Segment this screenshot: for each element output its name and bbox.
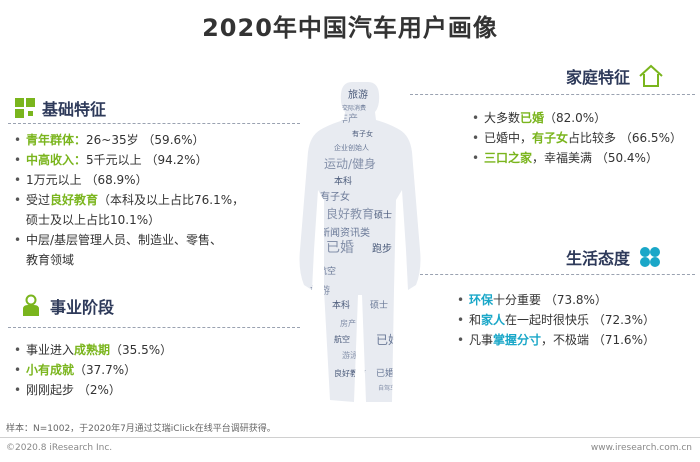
family-divider <box>410 94 695 95</box>
item-text: 5千元以上 （94.2%） <box>86 153 208 167</box>
house-icon <box>639 64 663 87</box>
copyright: ©2020.8 iResearch Inc. <box>6 443 113 453</box>
career-section-header: 事业阶段 <box>20 294 114 318</box>
wordcloud-word: 硕士 <box>370 299 388 311</box>
item-text: 十分重要 （73.8%） <box>493 293 607 307</box>
basic-item: 硕士及以上占比10.1%） <box>12 210 292 230</box>
family-section-header: 家庭特征 <box>566 64 664 88</box>
item-text: 教育领域 <box>26 253 75 267</box>
item-highlight: 环保 <box>469 293 494 307</box>
wordcloud-word: 企业创始人 <box>334 143 369 152</box>
career-item: 刚刚起步 （2%） <box>12 380 292 400</box>
item-highlight: 家人 <box>481 313 506 327</box>
wordcloud-word: 有子女 <box>320 190 350 203</box>
item-text: 中层/基层管理人员、制造业、零售、 <box>26 233 223 247</box>
item-highlight: 小有成就 <box>26 363 75 377</box>
item-highlight: 掌握分寸 <box>493 333 542 347</box>
item-highlight: 青年群体： <box>26 133 87 147</box>
wordcloud-word: 已婚 <box>376 367 394 379</box>
wordcloud-word: 旅游 <box>310 284 330 297</box>
family-item: 大多数已婚（82.0%） <box>470 108 698 128</box>
wordcloud-word: 有子女 <box>352 129 373 138</box>
family-item: 已婚中，有子女占比较多 （66.5%） <box>470 128 698 148</box>
basic-item: 中高收入：5千元以上 （94.2%） <box>12 150 292 170</box>
basic-item: 教育领域 <box>12 250 292 270</box>
career-divider <box>8 327 300 328</box>
item-highlight: 已婚 <box>520 111 545 125</box>
item-text: （82.0%） <box>544 111 607 125</box>
item-prefix: 凡事 <box>469 333 494 347</box>
basic-divider <box>8 123 300 124</box>
wordcloud-word: 运动/健身 <box>324 156 376 171</box>
website: www.iresearch.com.cn <box>590 443 692 453</box>
item-text: ，幸福美满 （50.4%） <box>532 151 658 165</box>
basic-item: 青年群体：26~35岁 （59.6%） <box>12 130 292 150</box>
footer-divider <box>0 437 700 438</box>
page-title: 2020年中国汽车用户画像 <box>202 14 498 42</box>
item-prefix: 和 <box>469 313 482 327</box>
person-icon <box>23 294 39 316</box>
wordcloud-word: 车产 <box>338 112 358 125</box>
family-list: 大多数已婚（82.0%）已婚中，有子女占比较多 （66.5%）三口之家，幸福美满… <box>470 108 698 168</box>
wordcloud-word: 良好教育 <box>334 368 366 378</box>
basic-item: 中层/基层管理人员、制造业、零售、 <box>12 230 292 250</box>
wordcloud-word: 新闻资讯类 <box>320 226 370 239</box>
life-list: 环保十分重要 （73.8%）和家人在一起时很快乐 （72.3%）凡事掌握分寸，不… <box>455 290 698 350</box>
item-text: 1万元以上 （68.9%） <box>26 173 148 187</box>
life-section-header: 生活态度 <box>566 245 662 269</box>
family-item: 三口之家，幸福美满 （50.4%） <box>470 148 698 168</box>
item-highlight: 成熟期 <box>74 343 111 357</box>
wordcloud-word: 已婚 <box>376 333 400 347</box>
wordcloud-word: 硕士 <box>374 209 392 221</box>
item-highlight: 良好教育 <box>50 193 99 207</box>
wordcloud-word: 自驾车 <box>378 384 396 392</box>
wordcloud-word: 游泳 <box>342 350 358 360</box>
wordcloud-word: 已婚 <box>326 240 354 256</box>
wordcloud-word: 航空 <box>318 265 336 277</box>
item-prefix: 受过 <box>26 193 51 207</box>
item-text: 占比较多 （66.5%） <box>568 131 682 145</box>
career-list: 事业进入成熟期（35.5%）小有成就（37.7%）刚刚起步 （2%） <box>12 340 292 400</box>
item-highlight: 中高收入： <box>26 153 87 167</box>
item-text: （37.7%） <box>74 363 137 377</box>
wordcloud-word: 旅游 <box>348 88 368 101</box>
item-text: 26~35岁 （59.6%） <box>86 133 205 147</box>
wordcloud-word: 交际消费 <box>342 104 366 112</box>
wordcloud-word: 房产 <box>340 318 356 328</box>
basic-heading: 基础特征 <box>42 100 107 119</box>
item-text: ，不极端 （71.6%） <box>541 333 655 347</box>
wordcloud-word: 跑步 <box>372 242 392 255</box>
basic-item: 1万元以上 （68.9%） <box>12 170 292 190</box>
basic-item: 受过良好教育（本科及以上占比76.1%， <box>12 190 292 210</box>
life-item: 和家人在一起时很快乐 （72.3%） <box>455 310 698 330</box>
wordcloud-word: 良好教育 <box>326 206 374 221</box>
person-wordcloud: 旅游交际消费车产有子女企业创始人运动/健身本科有子女良好教育 硕士新闻资讯类已婚跑… <box>299 82 421 402</box>
life-heading: 生活态度 <box>566 249 631 268</box>
wordcloud-word: 航空 <box>334 334 350 344</box>
basic-section-header: 基础特征 <box>14 96 106 120</box>
item-text: 刚刚起步 （2%） <box>26 383 121 397</box>
item-prefix: 事业进入 <box>26 343 75 357</box>
wordcloud-word: 本科 <box>334 175 352 187</box>
life-divider <box>420 274 695 275</box>
career-item: 小有成就（37.7%） <box>12 360 292 380</box>
life-item: 凡事掌握分寸，不极端 （71.6%） <box>455 330 698 350</box>
item-prefix: 大多数 <box>484 111 521 125</box>
life-item: 环保十分重要 （73.8%） <box>455 290 698 310</box>
clover-icon <box>640 247 661 267</box>
family-heading: 家庭特征 <box>566 68 631 87</box>
career-item: 事业进入成熟期（35.5%） <box>12 340 292 360</box>
basic-list: 青年群体：26~35岁 （59.6%）中高收入：5千元以上 （94.2%）1万元… <box>12 130 292 270</box>
career-heading: 事业阶段 <box>50 298 115 317</box>
item-text: 在一起时很快乐 （72.3%） <box>505 313 655 327</box>
grid-blocks-icon <box>15 98 35 118</box>
item-text: 硕士及以上占比10.1%） <box>26 213 161 227</box>
sample-note: 样本：N=1002，于2020年7月通过艾瑞iClick在线平台调研获得。 <box>6 424 276 434</box>
item-text: （本科及以上占比76.1%， <box>98 193 245 207</box>
item-prefix: 已婚中， <box>484 131 533 145</box>
wordcloud-word: 本科 <box>332 299 350 311</box>
item-text: （35.5%） <box>110 343 173 357</box>
item-highlight: 有子女 <box>532 131 569 145</box>
item-highlight: 三口之家 <box>484 151 533 165</box>
